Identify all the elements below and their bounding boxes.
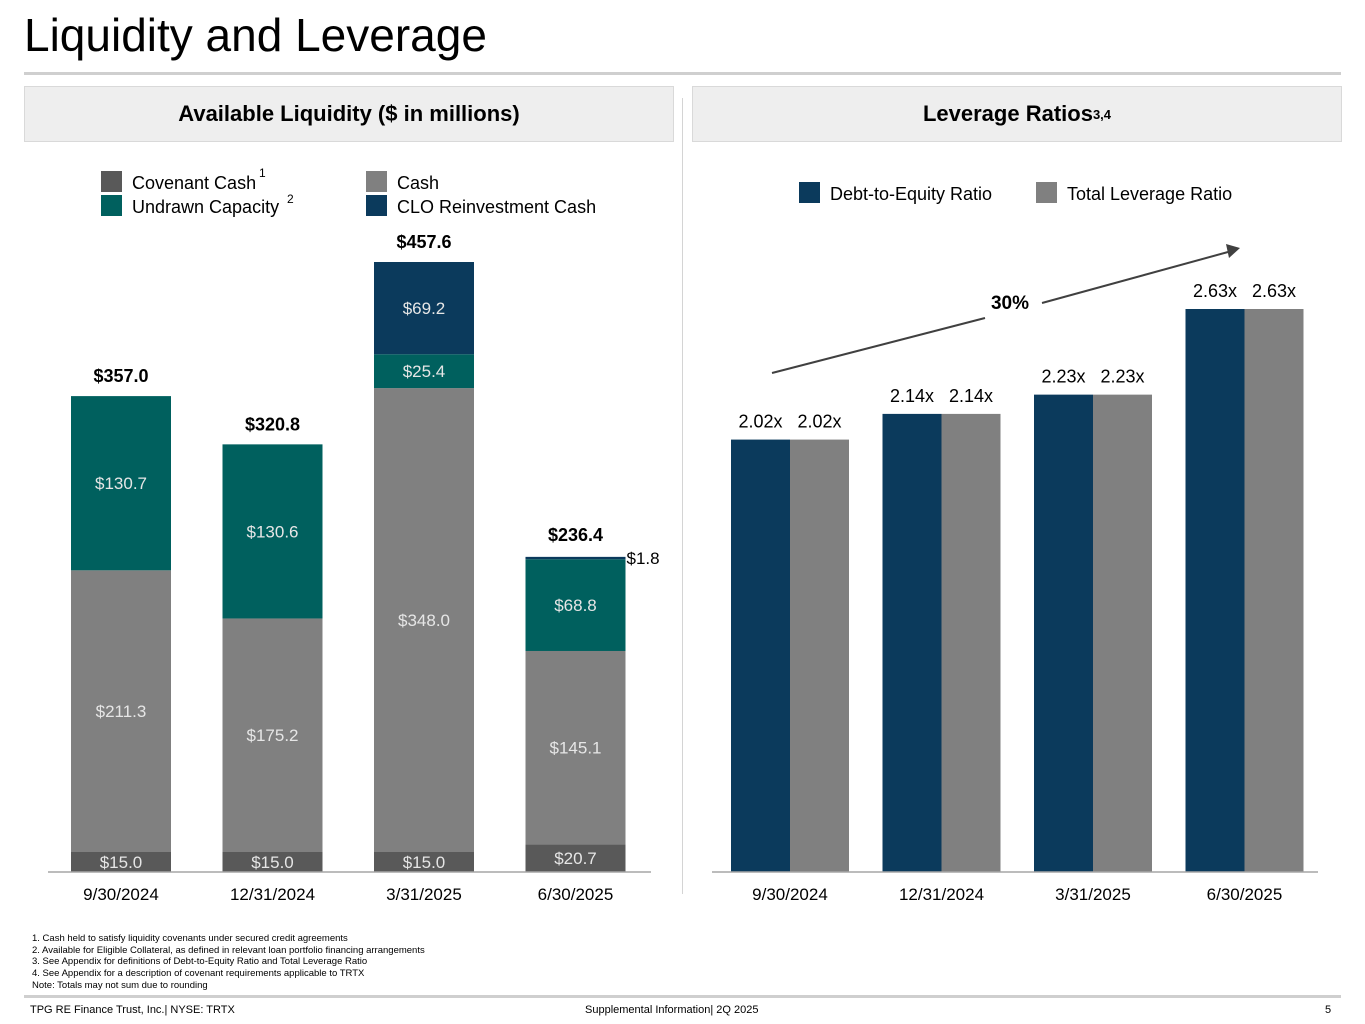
x-tick-label-6-30-2025: 6/30/2025 — [538, 885, 614, 904]
bar-undrawn-capacity-3-31-2025 — [374, 354, 474, 389]
page-number: 5 — [1325, 1004, 1332, 1016]
bar-total-leverage-ratio-3-31-2025 — [1093, 394, 1152, 872]
growth-arrow-line-left — [771, 317, 986, 374]
x-tick-label-9-30-2024: 9/30/2024 — [752, 885, 828, 904]
footnote-2: 2. Available for Eligible Collateral, as… — [32, 944, 425, 956]
bar-label-covenant-cash-3-31-2025: $15.0 — [403, 853, 446, 872]
bar-label-covenant-cash-6-30-2025: $20.7 — [554, 849, 597, 868]
bar-covenant-cash-9-30-2024 — [71, 852, 171, 872]
bar-label-undrawn-capacity-3-31-2025: $25.4 — [403, 362, 446, 381]
bar-cash-3-31-2025 — [374, 388, 474, 853]
bar-cash-12-31-2024 — [222, 618, 323, 853]
footnotes: 1. Cash held to satisfy liquidity covena… — [32, 933, 425, 992]
bar-debt-to-equity-ratio-6-30-2025 — [1185, 309, 1245, 872]
legend-swatch-cash — [366, 171, 387, 192]
total-label-3-31-2025: $457.6 — [396, 232, 451, 252]
bar-label-undrawn-capacity-9-30-2024: $130.7 — [95, 474, 147, 493]
bar-covenant-cash-3-31-2025 — [374, 852, 474, 872]
x-tick-label-3-31-2025: 3/31/2025 — [386, 885, 462, 904]
bar-label-debt-to-equity-ratio-9-30-2024: 2.02x — [738, 412, 782, 432]
liquidity-panel-title: Available Liquidity ($ in millions) — [178, 101, 520, 126]
growth-annotation: 30% — [991, 293, 1029, 314]
bar-clo-reinvestment-cash-3-31-2025 — [374, 262, 474, 355]
bar-label-total-leverage-ratio-3-31-2025: 2.23x — [1100, 367, 1144, 387]
footer-divider — [24, 995, 1341, 998]
bar-debt-to-equity-ratio-3-31-2025 — [1034, 394, 1093, 872]
bar-label-cash-12-31-2024: $175.2 — [247, 726, 299, 745]
x-tick-label-9-30-2024: 9/30/2024 — [83, 885, 159, 904]
footer-section: Supplemental Information| 2Q 2025 — [585, 1004, 759, 1016]
leverage-panel-title: Leverage Ratios — [922, 101, 1093, 126]
bar-label-cash-6-30-2025: $145.1 — [550, 739, 602, 758]
footnote-4: 4. See Appendix for a description of cov… — [32, 968, 365, 980]
x-tick-label-6-30-2025: 6/30/2025 — [1207, 885, 1283, 904]
bar-debt-to-equity-ratio-12-31-2024 — [882, 413, 942, 872]
legend-label-debt-to-equity-ratio: Debt-to-Equity Ratio — [830, 184, 992, 204]
liquidity-panel-header: Available Liquidity ($ in millions) — [24, 86, 674, 142]
bar-cash-9-30-2024 — [71, 570, 171, 853]
bar-label-clo-reinvestment-cash-6-30-2025: $1.8 — [627, 549, 660, 568]
footnote-note: Note: Totals may not sum due to rounding — [32, 979, 208, 991]
total-label-9-30-2024: $357.0 — [93, 366, 148, 386]
x-tick-label-12-31-2024: 12/31/2024 — [899, 885, 984, 904]
legend-label-cash: Cash — [397, 173, 439, 193]
x-tick-label-3-31-2025: 3/31/2025 — [1055, 885, 1131, 904]
bar-cash-6-30-2025 — [525, 650, 626, 845]
legend-footnote-covenant-cash: 1 — [259, 166, 266, 180]
bar-covenant-cash-6-30-2025 — [525, 844, 626, 872]
growth-arrow-line-right — [1041, 251, 1229, 304]
bar-label-covenant-cash-9-30-2024: $15.0 — [100, 853, 143, 872]
total-label-12-31-2024: $320.8 — [245, 414, 300, 434]
legend-swatch-undrawn-capacity — [101, 195, 122, 216]
bar-label-undrawn-capacity-12-31-2024: $130.6 — [247, 522, 299, 541]
legend-swatch-total-leverage-ratio — [1036, 182, 1057, 203]
bar-label-cash-9-30-2024: $211.3 — [96, 702, 147, 721]
bar-undrawn-capacity-6-30-2025 — [525, 559, 626, 651]
bar-label-debt-to-equity-ratio-3-31-2025: 2.23x — [1041, 367, 1085, 387]
footer-company: TPG RE Finance Trust, Inc.| NYSE: TRTX — [30, 1004, 235, 1016]
growth-arrow-head — [1226, 244, 1240, 258]
leverage-panel-header: Leverage Ratios 3,4 — [692, 86, 1342, 142]
bar-clo-reinvestment-cash-6-30-2025 — [525, 556, 626, 560]
bar-label-covenant-cash-12-31-2024: $15.0 — [251, 853, 294, 872]
legend-label-clo-reinvestment-cash: CLO Reinvestment Cash — [397, 197, 596, 217]
legend-label-total-leverage-ratio: Total Leverage Ratio — [1067, 184, 1232, 204]
legend-label-undrawn-capacity: Undrawn Capacity — [132, 197, 279, 217]
panel-divider — [682, 98, 683, 894]
leverage-panel-footnote-ref: 3,4 — [1092, 106, 1112, 122]
legend-footnote-undrawn-capacity: 2 — [287, 192, 294, 206]
legend-swatch-clo-reinvestment-cash — [366, 195, 387, 216]
bar-covenant-cash-12-31-2024 — [222, 852, 323, 872]
bar-label-total-leverage-ratio-6-30-2025: 2.63x — [1252, 281, 1296, 301]
bar-undrawn-capacity-9-30-2024 — [71, 396, 171, 571]
bar-label-cash-3-31-2025: $348.0 — [398, 611, 450, 630]
bar-label-clo-reinvestment-cash-3-31-2025: $69.2 — [403, 299, 446, 318]
page-title: Liquidity and Leverage — [24, 9, 487, 61]
total-label-6-30-2025: $236.4 — [548, 525, 603, 545]
bar-total-leverage-ratio-9-30-2024 — [790, 439, 849, 872]
legend-swatch-debt-to-equity-ratio — [799, 182, 820, 203]
footnote-3: 3. See Appendix for definitions of Debt-… — [32, 956, 368, 968]
bar-label-total-leverage-ratio-9-30-2024: 2.02x — [797, 412, 841, 432]
bar-total-leverage-ratio-12-31-2024 — [941, 413, 1001, 872]
bar-label-undrawn-capacity-6-30-2025: $68.8 — [554, 596, 597, 615]
title-divider — [24, 72, 1341, 75]
legend-label-covenant-cash: Covenant Cash — [132, 173, 256, 193]
bar-label-total-leverage-ratio-12-31-2024: 2.14x — [949, 386, 993, 406]
bar-label-debt-to-equity-ratio-12-31-2024: 2.14x — [890, 386, 934, 406]
footnote-1: 1. Cash held to satisfy liquidity covena… — [32, 933, 348, 944]
legend-swatch-covenant-cash — [101, 171, 122, 192]
bar-undrawn-capacity-12-31-2024 — [222, 444, 323, 619]
x-tick-label-12-31-2024: 12/31/2024 — [230, 885, 315, 904]
bar-label-debt-to-equity-ratio-6-30-2025: 2.63x — [1193, 281, 1237, 301]
bar-debt-to-equity-ratio-9-30-2024 — [731, 439, 790, 872]
bar-total-leverage-ratio-6-30-2025 — [1244, 309, 1304, 872]
